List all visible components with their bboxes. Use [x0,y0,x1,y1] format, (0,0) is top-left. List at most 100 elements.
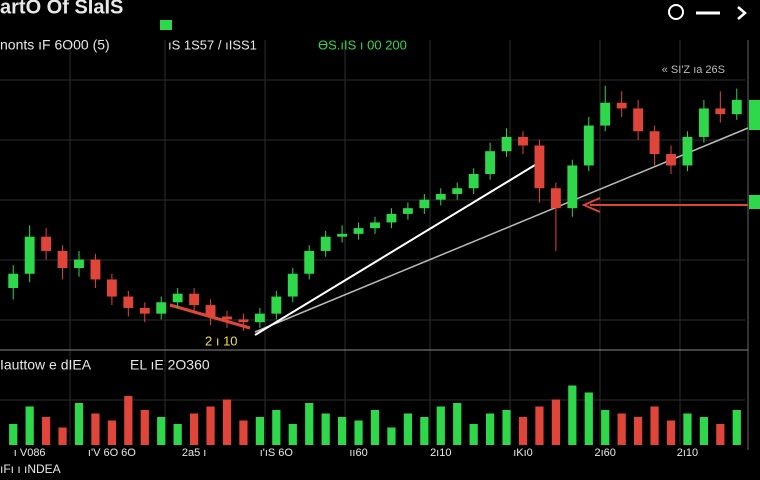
volume-bar [666,420,676,445]
candle-body [666,154,676,166]
volume-bar [157,417,166,445]
candle-body [74,259,84,269]
candle-body [550,188,561,209]
trend-line [254,164,536,336]
candle-body [616,102,627,109]
x-tick-label: ıı60 [349,447,367,459]
candle-body [402,208,413,214]
candle-body [435,193,446,200]
candle-body [41,236,52,251]
volume-bar [650,406,659,445]
volume-bar [255,417,264,445]
volume-bar [305,403,314,445]
volume-bar [716,424,725,445]
info: « SI'Z ıa 26S [662,64,725,76]
volume-bar [354,420,363,445]
arrow[interactable] [581,197,748,213]
candle-body [353,228,364,234]
indicator [160,20,172,30]
volume-info: EL ıE 2O360 [130,357,210,373]
title: artO Of SIaIS [0,0,123,18]
candle-body [172,293,183,303]
candle-body [501,136,512,152]
candle-body [24,236,35,274]
x-tick-label: ı'V 6O 6O [88,447,136,459]
volume-bar [288,424,297,445]
candle-body [139,307,150,314]
volume-bar [9,424,18,445]
candle-body [583,125,594,166]
volume-bar [518,417,528,445]
candle-body [320,236,331,251]
volume-bar [436,406,445,445]
volume-bar [58,427,67,445]
candle-body [386,213,397,223]
x-tick-label: 2ı10 [430,447,451,459]
volume-bar [222,399,232,445]
candle-body [106,279,117,297]
volume-bar [387,427,396,445]
volume-bar [91,413,100,445]
volume-bar [617,413,626,445]
candle-body [238,319,249,323]
volume-bar [190,413,199,445]
volume-bar [584,392,593,445]
candle-body [57,250,68,269]
volume-bar [683,413,692,445]
candle-body [271,296,282,314]
candle-body [419,199,430,209]
grid [0,40,745,445]
axis-marker [749,195,760,209]
footer: ıFı ı ıNDEA [0,462,61,476]
volume-bar [568,385,577,445]
info: ıS 1S57 / ıISS1 [168,37,257,52]
candle-body [222,316,232,320]
volume-bar [601,410,610,445]
volume-bar [420,417,429,445]
candle-body [715,108,726,115]
x-tick-label: 2a5 ı [182,447,206,459]
x-tick-label: ıKı0 [513,447,533,459]
volume-bar [370,410,380,445]
candle-body [600,102,611,126]
volume-title: Iauttow e dIEA [0,357,92,373]
candle-body [682,136,693,166]
volume-bar [42,417,51,445]
info: nonts ıF 6O00 (5) [0,37,110,53]
candle-body [123,296,134,308]
candle-body [468,174,479,189]
candle-body [485,151,496,174]
x-tick-label: ı'ıS 6O [260,447,294,459]
volume-bar [338,417,347,445]
volume-bar [502,410,511,445]
volume-bar [173,424,182,445]
volume-bar [25,406,34,445]
info: ӨS.ıIS ı 00 200 [318,37,407,52]
candle-body [452,188,463,194]
axis-marker [749,100,760,130]
settings-icon[interactable] [668,4,684,20]
volume-bar [699,417,708,445]
volume-bar [321,413,330,445]
candle-body [90,259,101,280]
candle-body [518,136,528,146]
volume-bar [272,410,281,445]
volume-bar [107,420,116,445]
candle-body [189,293,200,306]
volume-bar [124,396,133,445]
candle-body [731,99,742,115]
candle-body [698,108,709,137]
candle-body [287,273,298,297]
volume-bar [74,403,84,445]
candle-body [633,108,644,132]
volume-bar [239,420,248,445]
x-tick-label: ı V086 [14,447,46,459]
candle-body [156,302,167,314]
volume-bar [453,403,462,445]
volume-bar [551,399,560,445]
candle-body [254,313,265,323]
volume-bar [206,406,215,445]
candle-body [304,250,315,274]
volume-bar [486,413,495,445]
next-icon[interactable] [737,6,747,20]
